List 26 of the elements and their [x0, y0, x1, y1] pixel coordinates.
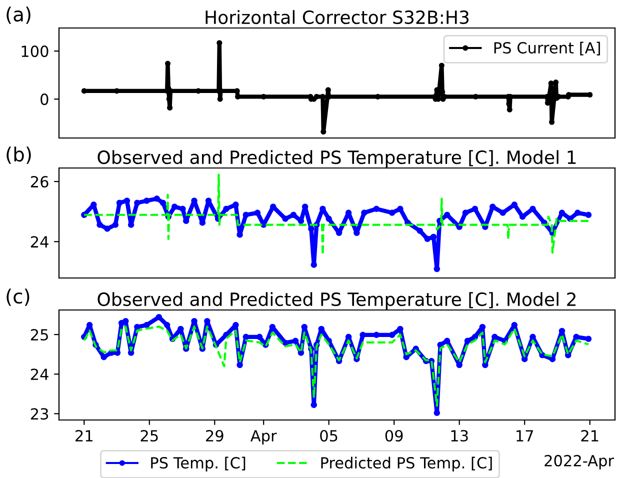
- text: (b): [6, 146, 31, 164]
- text: (a): [6, 6, 30, 24]
- chart-title: Horizontal Corrector S32B:H3: [206, 10, 469, 24]
- legend-label: PS Current [A]: [494, 42, 600, 56]
- x-tick-label: 05: [320, 430, 338, 442]
- x-tick-label: 29: [206, 430, 224, 442]
- legend-label: Predicted PS Temp. [C]: [321, 456, 492, 472]
- text: (c): [6, 288, 30, 306]
- x-tick-label: 21: [76, 430, 92, 442]
- chart-title: Observed and Predicted PS Temperature [C]. Model 2: [98, 292, 576, 310]
- y-tick-label: 24: [30, 236, 48, 248]
- text: 2022-Apr: [544, 454, 614, 470]
- y-tick-label: 23: [30, 408, 48, 420]
- x-tick-label: 25: [140, 430, 158, 442]
- chart-title: Observed and Predicted PS Temperature [C]. Model 1: [98, 150, 576, 168]
- y-tick-label: 24: [30, 368, 48, 380]
- y-tick-label: 100: [22, 46, 48, 58]
- y-tick-label: 0: [40, 94, 48, 106]
- x-tick-label: 17: [516, 430, 534, 442]
- x-tick-label: Apr: [250, 430, 277, 445]
- legend-label: PS Temp. [C]: [151, 456, 246, 472]
- x-tick-label: 13: [451, 430, 468, 442]
- x-tick-label: 21: [581, 430, 598, 442]
- x-tick-label: 09: [385, 430, 403, 442]
- y-tick-label: 26: [30, 176, 48, 188]
- y-tick-label: 25: [30, 329, 48, 341]
